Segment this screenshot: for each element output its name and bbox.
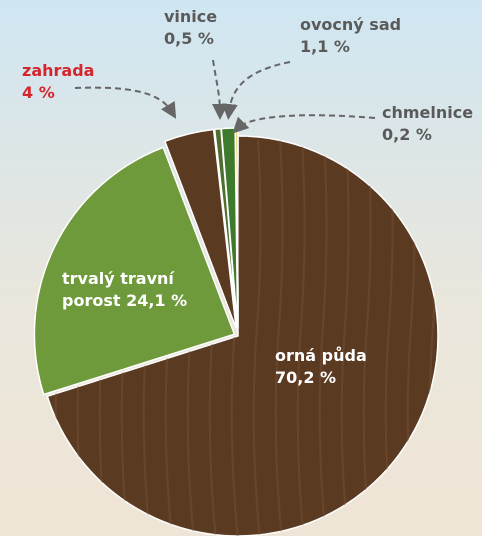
slice-label: trvalý travní porost 24,1 % [62, 268, 212, 312]
category-label: vinice [164, 7, 217, 26]
callout-arrow [213, 60, 220, 112]
value-label: 0,2 % [382, 124, 482, 146]
value-label: 70,2 % [275, 367, 385, 389]
slice-label: zahrada 4 % [22, 60, 122, 104]
category-label: zahrada [22, 61, 94, 80]
slice-label: vinice 0,5 % [164, 6, 244, 50]
value-label: 24,1 % [126, 291, 187, 310]
value-label: 4 % [22, 82, 122, 104]
callout-arrow [238, 115, 375, 128]
slice-label: ovocný sad 1,1 % [300, 14, 420, 58]
slice-label: chmelnice 0,2 % [382, 102, 482, 146]
infographic: orná půda 70,2 % trvalý travní porost 24,… [0, 0, 482, 536]
category-label: chmelnice [382, 103, 473, 122]
value-label: 1,1 % [300, 36, 420, 58]
value-label: 0,5 % [164, 28, 244, 50]
slice-label: orná půda 70,2 % [275, 345, 385, 389]
category-label: ovocný sad [300, 15, 401, 34]
category-label: orná půda [275, 346, 367, 365]
callout-arrow [229, 62, 290, 112]
